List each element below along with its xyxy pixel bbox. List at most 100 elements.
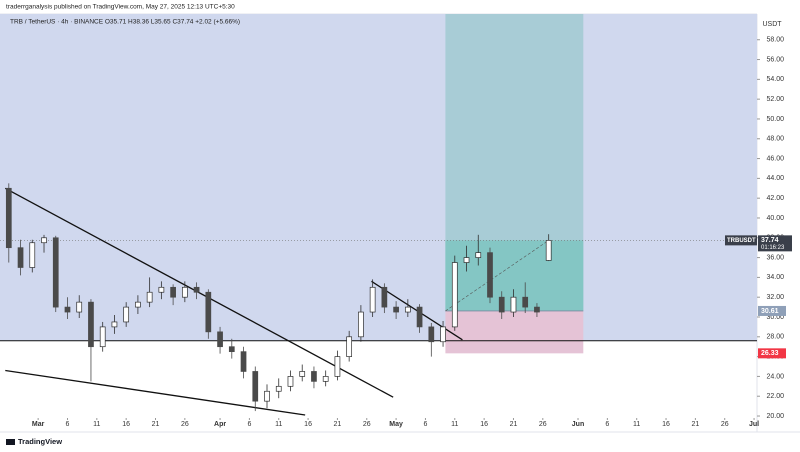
zone: [0, 14, 757, 341]
x-tick-label: 11: [633, 421, 640, 428]
candle-body: [76, 301, 83, 313]
logo-mark: [6, 439, 15, 445]
candle-body: [217, 331, 223, 348]
x-tick-label: 16: [662, 421, 670, 428]
current-price-label: 37.74: [761, 237, 779, 244]
x-tick-label: 11: [275, 421, 282, 428]
candle-body: [17, 247, 24, 268]
x-tick-label: 26: [539, 421, 547, 428]
candle-body: [64, 306, 71, 313]
symbol-tag: [725, 235, 757, 246]
candle-body: [5, 187, 12, 249]
candle-body: [193, 286, 200, 293]
publisher-text: traderrganalysis published on TradingVie…: [6, 4, 235, 11]
candle-body: [498, 296, 505, 313]
candle-body: [475, 252, 482, 258]
x-tick-label: 16: [480, 421, 488, 428]
y-tick-label: 30.00: [766, 314, 784, 321]
y-tick-label: 54.00: [766, 76, 784, 83]
candle-body: [228, 346, 235, 353]
price-unit: USDT: [762, 21, 782, 28]
y-tick-label: 46.00: [766, 155, 784, 162]
x-tick-label: 11: [451, 421, 458, 428]
candle-body: [404, 306, 411, 313]
x-tick-label: 26: [721, 421, 729, 428]
candle-body: [451, 262, 458, 328]
candle-body: [299, 371, 306, 377]
y-tick-label: 56.00: [766, 56, 784, 63]
x-tick-label: Jun: [572, 421, 584, 428]
x-tick-label: 16: [304, 421, 312, 428]
y-tick-label: 28.00: [766, 334, 784, 341]
candle-body: [158, 286, 165, 293]
x-tick-label: 26: [363, 421, 371, 428]
x-tick-label: May: [389, 421, 403, 428]
entry-label: 30.61: [761, 308, 779, 315]
candle-body: [369, 286, 376, 313]
loss-zone: [445, 310, 584, 354]
x-tick-label: 21: [510, 421, 518, 428]
candle-body: [252, 371, 259, 402]
candle-body: [88, 301, 94, 348]
legend: TRB / TetherUS · 4h · BINANCE O35.71 H38…: [10, 19, 240, 26]
candle-body: [334, 356, 341, 377]
x-tick-label: 6: [247, 421, 251, 428]
candle-body: [463, 257, 470, 263]
candle-body: [534, 306, 540, 313]
candle-body: [41, 237, 47, 244]
candle-body: [428, 326, 435, 343]
current-tag-bg: [758, 235, 792, 252]
x-tick-label: 11: [93, 421, 100, 428]
stop-label: 26.33: [761, 350, 779, 357]
x-tick-label: 21: [334, 421, 342, 428]
y-tick-label: 42.00: [766, 195, 784, 202]
y-tick-label: 24.00: [766, 373, 784, 380]
y-tick-label: 36.00: [766, 254, 784, 261]
candle-body: [111, 321, 118, 328]
candle-body: [275, 385, 282, 392]
y-tick-label: 58.00: [766, 37, 784, 44]
progress-diagonal: [445, 240, 549, 312]
y-tick-label: 44.00: [766, 175, 784, 182]
plot-area: [0, 14, 757, 416]
y-tick-label: 52.00: [766, 96, 784, 103]
candle-body: [287, 376, 294, 387]
x-tick-label: 6: [605, 421, 609, 428]
candle-body: [264, 390, 270, 402]
x-tick-label: 6: [66, 421, 70, 428]
trendline: [4, 187, 394, 398]
y-tick-label: 22.00: [766, 393, 784, 400]
candle-body: [381, 286, 388, 308]
candle-body: [181, 286, 188, 298]
candle-body: [440, 326, 446, 343]
x-tick-label: Mar: [32, 421, 45, 428]
brand-text: TradingView: [18, 437, 62, 446]
x-tick-label: 16: [122, 421, 130, 428]
candle-body: [29, 242, 36, 268]
candle-body: [146, 291, 153, 303]
x-tick-label: 6: [423, 421, 427, 428]
candle-body: [358, 311, 364, 338]
candle-body: [322, 376, 329, 382]
y-tick-label: 40.00: [766, 215, 784, 222]
x-tick-label: 21: [152, 421, 160, 428]
y-tick-label: 34.00: [766, 274, 784, 281]
candle-body: [205, 291, 212, 333]
candle-body: [522, 296, 529, 308]
candle-body: [170, 286, 176, 298]
x-tick-label: 21: [691, 421, 699, 428]
x-tick-label: Jul: [749, 421, 759, 428]
candle-body: [545, 240, 552, 261]
stop-label-bg: [758, 348, 786, 359]
candle-body: [487, 252, 493, 298]
candle-body: [240, 351, 247, 372]
x-tick-label: 26: [181, 421, 189, 428]
candle-body: [52, 237, 59, 308]
candle-body: [123, 306, 130, 323]
y-tick-label: 32.00: [766, 294, 784, 301]
candle-body: [510, 296, 517, 313]
symbol-label: TRBUSDT: [727, 238, 756, 244]
candle-body: [416, 306, 423, 328]
y-tick-label: 20.00: [766, 413, 784, 420]
